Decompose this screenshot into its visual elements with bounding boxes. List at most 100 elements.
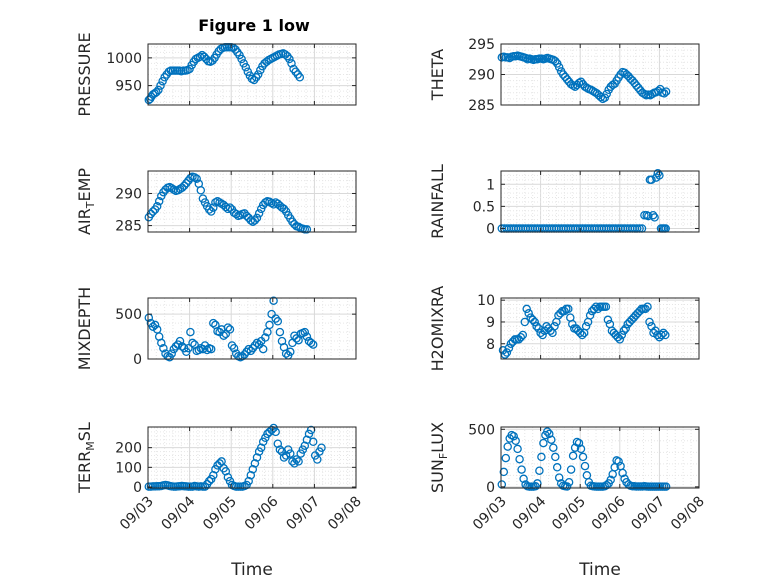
data-point	[601, 302, 611, 311]
x-axis-label: Time	[230, 560, 273, 580]
subplot-5: 0 500 MIXDEPTH	[75, 287, 357, 370]
data-point	[206, 344, 216, 354]
data-point	[549, 443, 558, 452]
y-tick-label: 100	[115, 460, 142, 476]
data-point	[294, 457, 303, 466]
data-point	[533, 479, 542, 488]
data-point	[295, 73, 305, 82]
data-point	[640, 89, 649, 99]
y-tick-label: 8	[486, 337, 495, 353]
data-point	[148, 322, 158, 331]
data-point	[229, 343, 239, 353]
data-point	[516, 332, 526, 342]
data-point	[223, 204, 233, 214]
y-axis-label: SUNFLUX	[428, 422, 450, 493]
data-point	[538, 330, 547, 340]
data-point	[159, 343, 168, 353]
data-point	[192, 174, 201, 183]
data-point	[202, 345, 212, 355]
data-point	[225, 325, 235, 334]
data-point	[616, 70, 625, 79]
data-point	[647, 175, 656, 185]
data-point	[554, 62, 564, 72]
data-point	[535, 466, 544, 475]
series-points	[144, 296, 318, 362]
data-point	[200, 482, 210, 491]
data-point	[618, 468, 627, 478]
data-point	[650, 213, 659, 222]
data-point	[221, 467, 231, 476]
data-point	[641, 304, 650, 314]
y-tick-label: 285	[468, 98, 495, 114]
data-point	[603, 315, 613, 325]
data-point	[267, 425, 276, 435]
y-tick-label: 1000	[106, 51, 142, 67]
y-axis-label: THETA	[428, 49, 447, 101]
data-point	[157, 338, 166, 348]
data-point	[253, 70, 263, 79]
data-point	[547, 435, 556, 444]
data-point	[509, 431, 518, 441]
data-point	[250, 341, 260, 350]
data-point	[615, 335, 625, 344]
data-point	[209, 203, 218, 212]
y-axis-label: PRESSURE	[75, 32, 94, 116]
grid	[148, 44, 356, 105]
data-point	[248, 465, 258, 474]
data-point	[574, 438, 584, 448]
data-point	[250, 459, 260, 468]
data-point	[238, 352, 247, 361]
data-point	[265, 320, 274, 330]
data-point	[661, 87, 671, 96]
data-point	[651, 326, 660, 335]
axes-box	[147, 297, 357, 360]
data-point	[254, 209, 264, 218]
data-point	[242, 211, 251, 221]
data-point	[591, 302, 601, 311]
data-point	[290, 220, 299, 229]
data-point	[146, 209, 156, 219]
data-point	[215, 459, 224, 468]
data-point	[267, 198, 276, 208]
data-point	[653, 168, 663, 178]
data-point	[300, 441, 310, 450]
data-point	[281, 349, 291, 358]
data-point	[286, 449, 295, 458]
data-point	[614, 457, 623, 466]
data-point	[244, 344, 253, 354]
data-point	[518, 330, 528, 340]
data-point	[231, 209, 241, 219]
y-tick-label: 0	[486, 480, 495, 496]
grid	[501, 171, 699, 232]
data-point	[261, 198, 270, 207]
data-point	[256, 443, 266, 452]
data-point	[186, 327, 195, 337]
data-point	[152, 87, 161, 97]
figure-title: Figure 1 low	[198, 16, 310, 35]
y-tick-label: 295	[468, 37, 495, 53]
series-points	[144, 172, 312, 234]
data-point	[184, 343, 193, 353]
data-point	[543, 427, 552, 436]
data-point	[285, 54, 294, 64]
axes-box	[147, 43, 357, 106]
data-point	[302, 332, 312, 341]
data-point	[296, 449, 305, 458]
data-point	[237, 54, 246, 64]
data-point	[240, 209, 249, 218]
data-point	[275, 327, 285, 337]
y-axis-label: AIRTEMP	[75, 168, 97, 235]
data-point	[566, 465, 576, 474]
data-point	[659, 89, 669, 98]
y-tick-label: 1	[486, 177, 495, 193]
data-point	[252, 338, 262, 348]
data-point	[281, 451, 291, 460]
data-point	[520, 317, 530, 327]
y-tick-label: 0.5	[473, 199, 495, 215]
series-points	[144, 43, 305, 105]
data-point	[551, 56, 560, 66]
series-points	[498, 302, 670, 359]
subplot-1: 950 1000 PRESSURE	[75, 32, 357, 117]
data-point	[515, 454, 524, 464]
y-axis-label: RAINFALL	[428, 164, 447, 239]
